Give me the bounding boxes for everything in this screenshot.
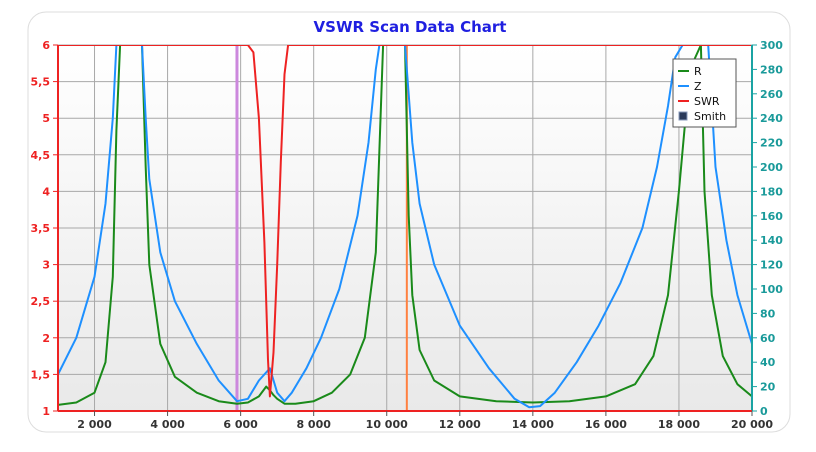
legend-swatch-smith (678, 111, 688, 121)
legend: RZ SWR Smith (672, 58, 737, 128)
left-tick-label: 1 (42, 405, 50, 418)
right-tick-label: 200 (760, 161, 783, 174)
left-tick-label: 1,5 (31, 368, 51, 381)
right-tick-label: 60 (760, 332, 776, 345)
series-z-line (58, 45, 752, 409)
legend-label-r: R (694, 65, 702, 78)
x-tick-label: 6 000 (223, 418, 258, 431)
left-tick-label: 4 (42, 185, 50, 198)
series-r-line (58, 45, 752, 406)
series-swr-line (58, 45, 752, 398)
left-tick-label: 2,5 (31, 295, 51, 308)
x-tick-label: 14 000 (512, 418, 554, 431)
x-tick-label: 2 000 (77, 418, 112, 431)
left-tick-label: 2 (42, 332, 50, 345)
legend-label-z: Z (694, 80, 702, 93)
right-tick-label: 0 (760, 405, 768, 418)
x-tick-label: 8 000 (296, 418, 331, 431)
right-tick-label: 80 (760, 307, 776, 320)
x-tick-label: 16 000 (585, 418, 627, 431)
right-tick-label: 300 (760, 39, 783, 52)
x-tick-label: 20 000 (731, 418, 773, 431)
legend-label-swr: SWR (694, 95, 720, 108)
left-tick-label: 5 (42, 112, 50, 125)
left-axis-ticks: 1 1,5 2 2,5 3 3,5 4 4,5 5 5,5 6 (31, 39, 58, 418)
x-axis-ticks: 2 000 4 000 6 000 8 000 10 000 12 000 14 000 16… (77, 411, 773, 431)
right-tick-label: 220 (760, 137, 783, 150)
chart-title: VSWR Scan Data Chart (314, 18, 507, 36)
x-tick-label: 12 000 (439, 418, 481, 431)
right-tick-label: 260 (760, 88, 783, 101)
right-tick-label: 120 (760, 259, 783, 272)
x-tick-label: 10 000 (366, 418, 408, 431)
left-tick-label: 4,5 (31, 149, 51, 162)
right-tick-label: 180 (760, 185, 783, 198)
legend-label-smith: Smith (694, 110, 726, 123)
right-axis-ticks: 0 20 40 60 80 100 120 140 160 180 200 220 240 260 280 3… (752, 39, 783, 418)
left-tick-label: 6 (42, 39, 50, 52)
right-tick-label: 20 (760, 381, 776, 394)
x-tick-label: 18 000 (658, 418, 700, 431)
right-tick-label: 240 (760, 112, 783, 125)
left-tick-label: 3 (42, 259, 50, 272)
series-lines (58, 45, 752, 409)
left-tick-label: 5,5 (31, 76, 51, 89)
right-tick-label: 40 (760, 356, 776, 369)
right-tick-label: 160 (760, 210, 783, 223)
x-tick-label: 4 000 (150, 418, 185, 431)
right-tick-label: 100 (760, 283, 783, 296)
right-tick-label: 140 (760, 234, 783, 247)
left-tick-label: 3,5 (31, 222, 51, 235)
right-tick-label: 280 (760, 63, 783, 76)
